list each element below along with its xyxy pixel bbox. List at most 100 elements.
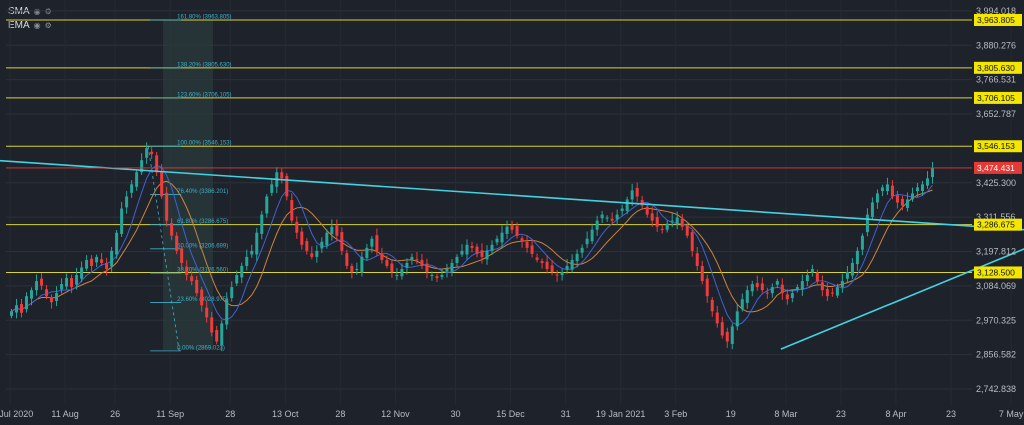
candle-down [825,288,829,297]
level-tag [974,266,1022,279]
gear-icon[interactable]: ⚙ [44,7,52,16]
candle-down [415,259,419,261]
x-tick-label: 12 Nov [381,409,410,419]
candle-up [460,250,464,255]
candle-down [185,266,189,276]
candle-down [895,195,899,203]
candle-down [780,284,784,294]
candle-up [450,262,454,272]
fib-swing-line [147,146,180,351]
ema-legend[interactable]: EMA ◉ ⚙ [8,20,52,31]
candle-down [160,171,164,197]
candle-up [670,220,674,222]
candle-up [585,238,589,245]
candle-up [440,275,444,277]
candle-down [655,217,659,227]
y-tick-label: 3,994.018 [976,6,1016,16]
level-tag-label: 3,805.630 [977,63,1015,73]
candle-up [560,272,564,276]
candle-down [190,276,194,282]
x-tick-label: 27 Jul 2020 [0,409,33,419]
candle-up [365,247,369,259]
candle-down [690,232,694,251]
sma-label: SMA [8,6,30,17]
candle-up [930,168,934,178]
x-tick-label: 8 Mar [774,409,797,419]
candle-up [805,275,809,282]
eye-icon[interactable]: ◉ [33,21,41,30]
candle-down [280,172,284,179]
candle-up [845,272,849,279]
candle-up [320,241,324,249]
candle-down [380,253,384,260]
candle-down [350,265,354,273]
candle-down [635,187,639,197]
candle-up [120,208,124,234]
candle-down [305,241,309,251]
candle-down [100,259,104,263]
candle-down [385,259,389,266]
candle-up [25,296,29,310]
candle-up [495,238,499,243]
candle-up [225,299,229,325]
candle-up [855,250,859,265]
x-axis: 27 Jul 2020 11 Aug 26 11 Sep 28 13 Oct 28 12 No… [0,409,1024,419]
level-tag-label: 3,128.500 [977,267,1015,277]
candle-up [55,293,59,302]
y-tick-label: 2,970.325 [976,315,1016,325]
x-tick-label: 23 [946,409,956,419]
candle-down [510,225,514,230]
candle-up [850,262,854,276]
candle-up [735,311,739,327]
candle-down [480,250,484,257]
x-tick-label: 31 [561,409,571,419]
candle-up [445,268,449,272]
candle-up [315,250,319,257]
candle-up [75,275,79,285]
y-tick-label: 3,197.812 [976,247,1016,257]
candle-up [870,202,874,218]
candle-up [355,268,359,270]
candle-up [110,250,114,267]
last-price-label: 3,474.431 [977,163,1015,173]
candle-down [20,304,24,313]
candle-down [470,246,474,248]
candle-up [10,311,13,316]
candle-up [795,287,799,290]
candle-up [240,265,244,278]
candle-down [760,283,764,291]
candle-up [630,190,634,200]
eye-icon[interactable]: ◉ [33,7,41,16]
y-tick-label: 3,311.556 [976,212,1015,222]
candle-down [535,257,539,260]
candle-down [170,223,174,236]
fib-label: 0.00% (2869.023) [177,345,225,351]
x-tick-label: 19 [726,409,736,419]
candle-up [260,214,264,234]
candle-down [550,265,554,273]
level-tag [974,218,1022,231]
candle-down [105,262,109,269]
candle-down [685,225,689,236]
candle-down [890,185,894,197]
gear-icon[interactable]: ⚙ [44,21,52,30]
candle-down [200,289,204,306]
candle-down [520,238,524,242]
fib-label: 123.60% (3706.105) [177,92,231,98]
sma-legend[interactable]: SMA ◉ ⚙ [8,6,52,17]
candle-down [715,312,719,324]
candle-down [660,229,664,231]
candle-up [455,256,459,263]
support-trendline [780,248,1024,350]
candle-up [370,238,374,247]
candle-up [750,284,754,292]
candle-up [915,187,919,192]
candle-down [155,155,159,173]
candle-down [195,279,199,294]
candle-up [905,199,909,208]
candle-up [625,199,629,211]
candle-up [230,287,234,299]
candle-up [605,217,609,219]
fib-label: 50.00% (3206.699) [177,243,228,249]
